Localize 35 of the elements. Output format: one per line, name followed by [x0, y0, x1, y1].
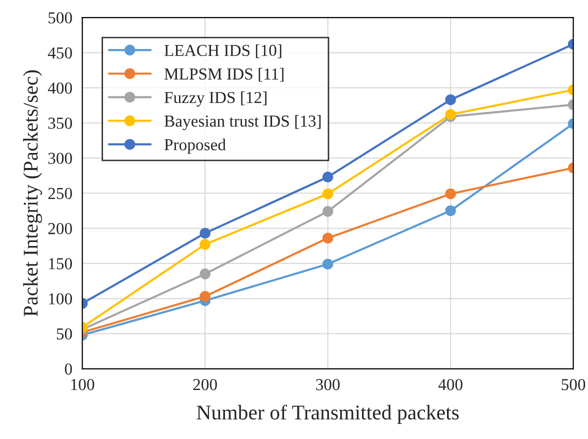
legend-label: Proposed [164, 138, 226, 154]
y-tick-label: 50 [56, 328, 72, 340]
legend-label: LEACH IDS [10] [164, 44, 282, 58]
point [322, 258, 334, 270]
legend-label: Fuzzy IDS [12] [164, 91, 266, 107]
point [200, 291, 210, 302]
y-tick-label: 200 [48, 222, 72, 234]
point [200, 239, 210, 250]
y-tick-label: 300 [48, 152, 72, 164]
point [445, 94, 456, 106]
x-tick-label: 100 [71, 378, 94, 390]
x-axis-title: Number of Transmitted packets [196, 404, 459, 424]
x-tick-label: 200 [193, 378, 217, 390]
y-tick-label: 150 [49, 258, 72, 270]
y-tick-label: 500 [48, 12, 72, 24]
x-tick-label: 300 [316, 378, 340, 390]
y-tick-label: 100 [49, 293, 72, 304]
y-tick-label: 450 [48, 47, 72, 59]
point [445, 205, 456, 216]
legend-label: Bayesian trust IDS [13] [164, 115, 321, 130]
point [200, 268, 210, 280]
y-axis-title: Packet Integrity (Packets/sec) [23, 70, 42, 316]
x-tick-label: 400 [438, 378, 462, 390]
point [322, 232, 334, 244]
x-tick-label: 500 [562, 378, 586, 390]
y-tick-label: 350 [48, 118, 72, 129]
point [445, 188, 456, 200]
y-tick-label: 0 [64, 363, 72, 375]
point [322, 206, 334, 217]
legend-label: MLPSM IDS [11] [164, 68, 284, 82]
y-tick-label: 400 [48, 82, 72, 94]
point [200, 228, 210, 239]
point [322, 188, 334, 200]
point [322, 172, 334, 182]
y-tick-label: 250 [48, 188, 72, 200]
